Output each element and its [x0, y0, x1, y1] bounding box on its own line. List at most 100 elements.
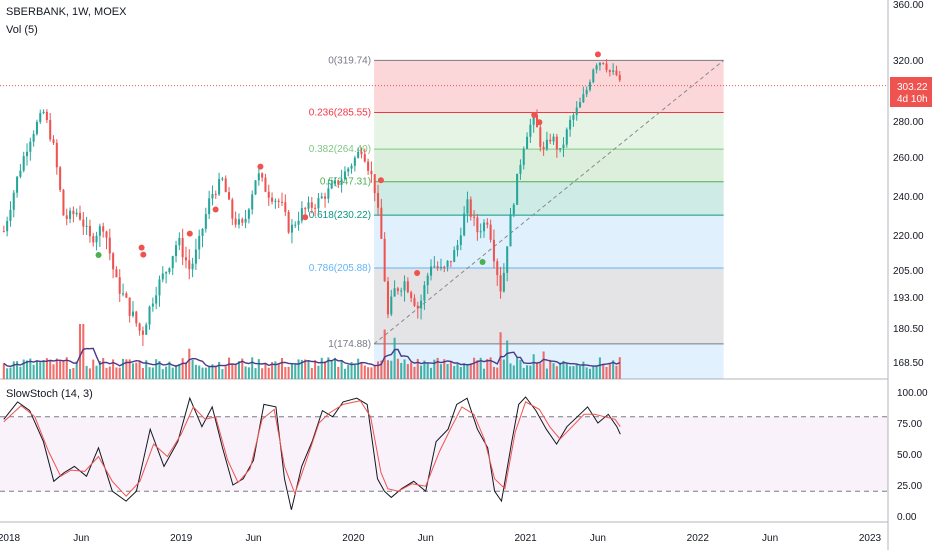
- candle-body: [65, 215, 68, 219]
- volume-bar: [25, 360, 29, 379]
- volume-bar: [575, 364, 578, 379]
- candle-body: [529, 124, 532, 137]
- volume-bar: [350, 362, 353, 379]
- candle-body: [155, 295, 158, 304]
- candle-body: [251, 194, 254, 210]
- candle-body: [582, 94, 585, 103]
- candle-body: [49, 120, 52, 140]
- volume-bar: [227, 357, 231, 379]
- candle-body: [271, 197, 274, 202]
- candle-body: [605, 63, 608, 71]
- candle-body: [267, 191, 270, 198]
- stoch-d-line: [3, 400, 621, 497]
- candle-body: [261, 173, 264, 178]
- stoch-tick-label: 0.00: [897, 512, 917, 523]
- time-tick-label: 2019: [170, 533, 193, 544]
- fib-level-label: 0.236(285.55): [309, 108, 371, 119]
- candle-body: [9, 209, 12, 221]
- candle-body: [125, 293, 128, 298]
- time-tick-label: Jun: [590, 533, 606, 544]
- volume-bar: [615, 365, 618, 379]
- volume-legend[interactable]: Vol (5): [6, 24, 38, 36]
- time-tick-label: Jun: [73, 533, 89, 544]
- candle-body: [72, 210, 75, 215]
- candle-body: [108, 237, 111, 254]
- candle-body: [393, 288, 396, 297]
- candle-body: [539, 127, 542, 147]
- volume-bar: [618, 357, 621, 379]
- volume-bar: [297, 359, 300, 379]
- fib-level-label: 0.5(247.31): [320, 177, 371, 188]
- volume-bar: [218, 361, 221, 379]
- candle-body: [446, 260, 449, 267]
- volume-bar: [446, 363, 449, 379]
- volume-bar: [125, 359, 128, 379]
- candle-body: [310, 202, 313, 208]
- volume-bar: [261, 368, 264, 379]
- volume-bar: [112, 359, 115, 379]
- volume-bar: [39, 362, 42, 379]
- volume-bar: [436, 357, 439, 379]
- volume-bar: [141, 367, 144, 379]
- volume-bar: [234, 364, 237, 379]
- volume-bar: [231, 364, 234, 379]
- price-tick-label: 205.00: [893, 266, 924, 277]
- candle-body: [171, 256, 174, 269]
- candle-body: [340, 179, 343, 185]
- volume-bar: [340, 359, 343, 379]
- candle-body: [122, 293, 125, 295]
- symbol-title[interactable]: SBERBANK, 1W, MOEX: [6, 6, 127, 18]
- candle-body: [367, 161, 370, 171]
- candle-body: [92, 236, 95, 243]
- price-tick-label: 240.00: [893, 192, 924, 203]
- volume-bar: [463, 363, 466, 379]
- candle-body: [542, 146, 545, 149]
- candle-body: [297, 220, 300, 225]
- volume-bar: [2, 363, 5, 379]
- stoch-tick-label: 50.00: [897, 450, 922, 461]
- candle-body: [565, 129, 568, 145]
- candle-body: [204, 214, 207, 229]
- sell-signal-marker: [138, 244, 145, 251]
- candle-body: [337, 180, 340, 185]
- candle-body: [6, 220, 9, 232]
- fibonacci-retracement[interactable]: 0(319.74) 0.236(285.55) 0.382(264.40) 0.5(2…: [309, 55, 724, 379]
- candle-body: [95, 235, 98, 243]
- volume-bar: [69, 369, 72, 379]
- fib-zone: [374, 267, 724, 344]
- volume-bar: [208, 366, 211, 379]
- time-tick-label: 2020: [342, 533, 365, 544]
- candle-body: [264, 177, 267, 192]
- volume-bar: [244, 366, 247, 379]
- stoch-legend[interactable]: SlowStoch (14, 3): [6, 388, 93, 400]
- candle-body: [588, 82, 592, 90]
- volume-bar: [105, 367, 108, 379]
- volume-bar: [400, 362, 403, 379]
- candle-body: [353, 157, 356, 166]
- volume-bar: [264, 364, 267, 379]
- volume-bar: [287, 366, 290, 379]
- candle-body: [191, 263, 194, 270]
- candle-body: [98, 226, 101, 236]
- stoch-tick-label: 75.00: [897, 419, 922, 430]
- volume-bar: [569, 366, 572, 379]
- stoch-band-fill: [0, 416, 888, 492]
- candle-body: [208, 198, 211, 215]
- candle-body: [552, 136, 555, 142]
- candle-body: [357, 151, 360, 158]
- candle-body: [327, 188, 330, 199]
- volume-bar: [108, 366, 111, 379]
- candle-body: [370, 170, 373, 175]
- volume-bar: [317, 365, 320, 379]
- candle-body: [181, 237, 184, 258]
- volume-bar: [88, 368, 91, 379]
- volume-bar: [274, 361, 277, 379]
- candle-body: [612, 70, 615, 72]
- volume-bar: [75, 361, 78, 379]
- candle-body: [400, 290, 403, 292]
- fib-zone: [374, 60, 724, 113]
- candle-body: [55, 142, 58, 168]
- candle-body: [82, 219, 85, 227]
- candle-body: [343, 171, 346, 180]
- fib-zone: [374, 343, 724, 379]
